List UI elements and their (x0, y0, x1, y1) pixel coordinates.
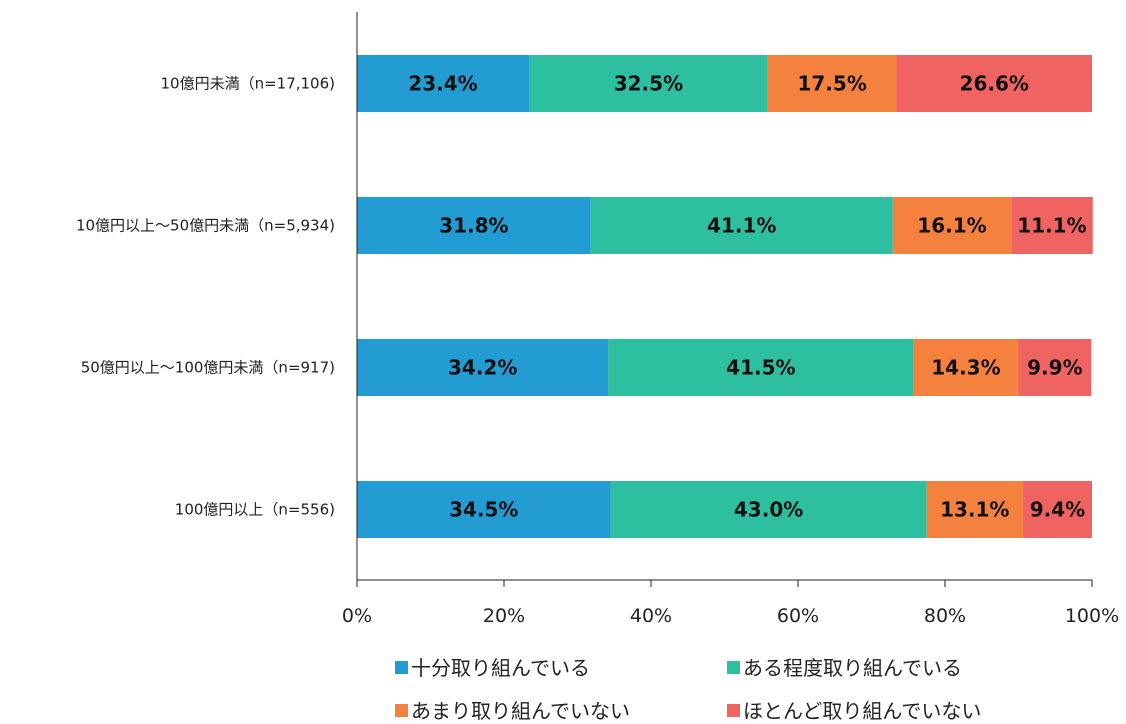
data-label: 41.5% (726, 356, 795, 380)
legend-swatch (395, 661, 408, 674)
x-tick-label: 0% (342, 605, 372, 627)
data-label: 31.8% (439, 214, 508, 238)
bar-segment (608, 339, 914, 396)
bar-segment (767, 55, 897, 112)
bar-segment (1018, 339, 1092, 396)
legend-swatch (727, 661, 740, 674)
category-label: 10億円以上～50億円未満（n=5,934) (76, 217, 335, 235)
bar-segment (357, 55, 529, 112)
data-label: 43.0% (734, 498, 803, 522)
legend-label: あまり取り組んでいない (411, 699, 630, 723)
bar-segment (913, 339, 1019, 396)
x-tick-label: 40% (630, 605, 672, 627)
legend-label: ある程度取り組んでいる (743, 656, 962, 680)
data-label: 34.2% (448, 356, 517, 380)
category-label: 100億円以上（n=556) (175, 501, 335, 519)
legend-swatch (727, 704, 740, 717)
legend-swatch (395, 704, 408, 717)
data-label: 9.4% (1030, 498, 1085, 522)
data-label: 34.5% (449, 498, 518, 522)
bar-segment (896, 55, 1092, 112)
data-label: 11.1% (1017, 214, 1086, 238)
bar-segment (590, 197, 893, 254)
data-label: 17.5% (797, 72, 866, 96)
bar-segment (926, 481, 1023, 538)
category-label: 50億円以上～100億円未満（n=917) (81, 359, 335, 377)
data-label: 41.1% (707, 214, 776, 238)
data-label: 14.3% (931, 356, 1000, 380)
bar-segment (528, 55, 768, 112)
data-label: 23.4% (408, 72, 477, 96)
data-label: 9.9% (1027, 356, 1082, 380)
bar-segment (892, 197, 1012, 254)
category-label: 10億円未満（n=17,106) (160, 75, 335, 93)
bar-segment (1011, 197, 1093, 254)
bar-segment (357, 481, 611, 538)
legend-label: 十分取り組んでいる (411, 656, 590, 680)
data-label: 16.1% (917, 214, 986, 238)
bar-segment (357, 197, 591, 254)
data-label: 32.5% (614, 72, 683, 96)
bar-segment (357, 339, 609, 396)
x-tick-label: 80% (924, 605, 966, 627)
x-tick-label: 60% (777, 605, 819, 627)
legend-label: ほとんど取り組んでいない (743, 699, 981, 723)
data-label: 26.6% (960, 72, 1029, 96)
x-tick-label: 20% (483, 605, 525, 627)
bar-segment (1022, 481, 1092, 538)
data-label: 13.1% (940, 498, 1009, 522)
bar-segment (610, 481, 927, 538)
x-tick-label: 100% (1065, 605, 1119, 627)
